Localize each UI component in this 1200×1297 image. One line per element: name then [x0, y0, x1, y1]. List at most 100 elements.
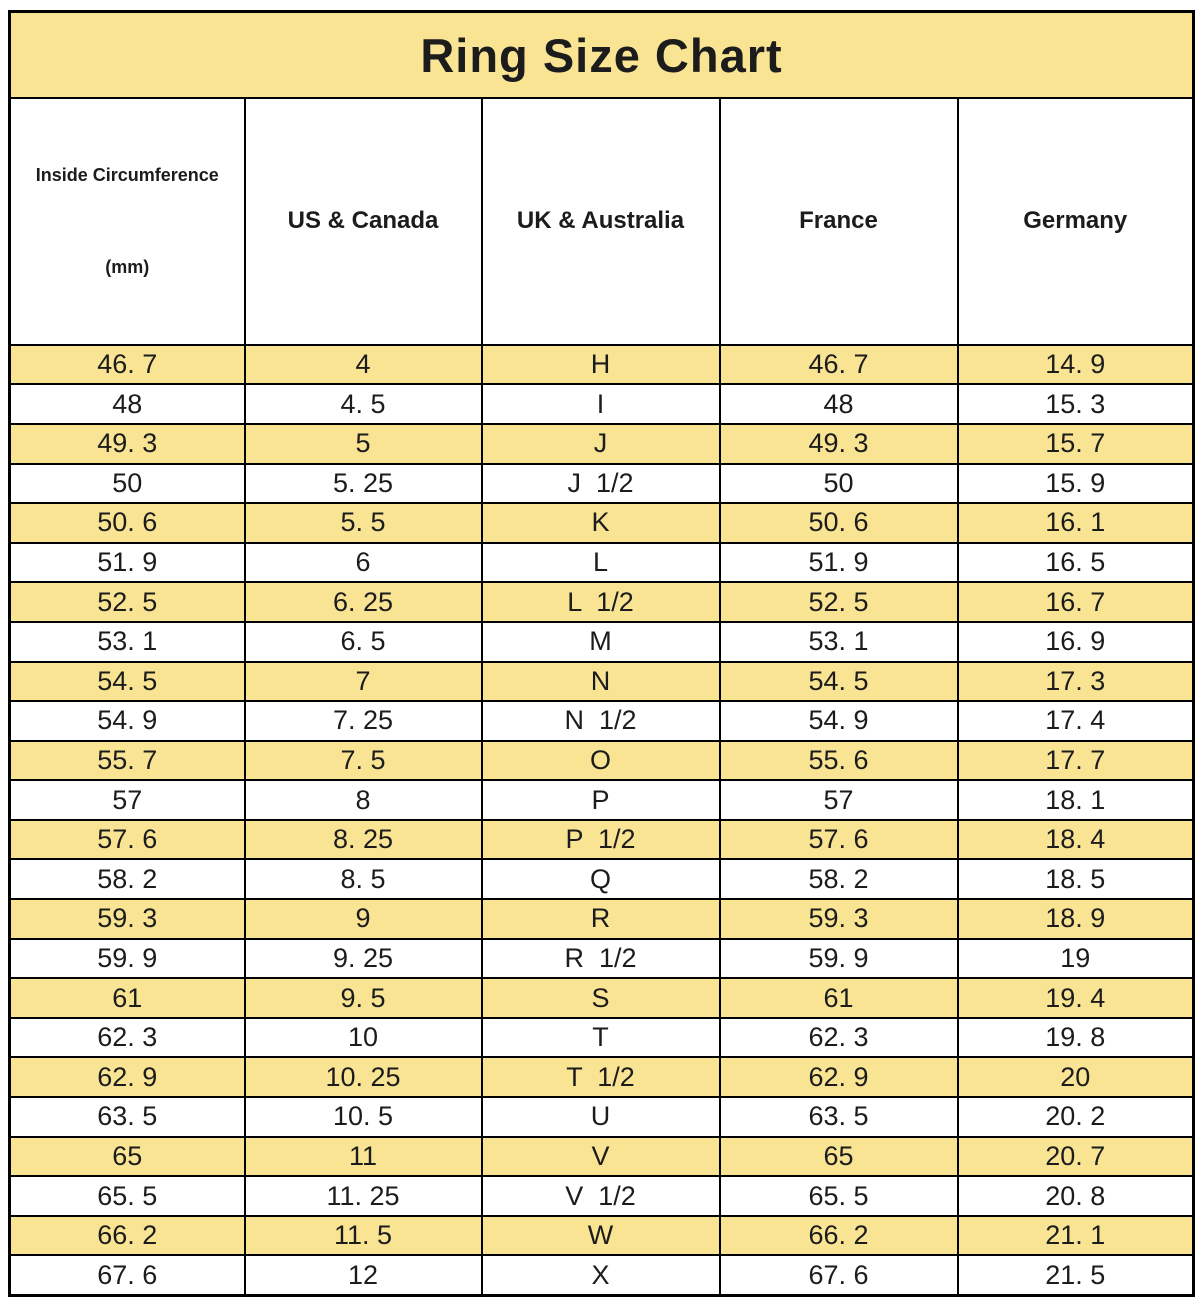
- table-row: 62. 9 10. 25 T 1/2 62. 9 20: [8, 1056, 1195, 1099]
- table-cell: 59. 9: [8, 937, 246, 980]
- table-cell: 67. 6: [8, 1254, 246, 1297]
- table-cell: 11: [243, 1135, 483, 1178]
- table-row: 54. 5 7 N 54. 5 17. 3: [8, 660, 1195, 703]
- table-cell: 62. 3: [718, 1016, 959, 1059]
- table-cell: 62. 3: [8, 1016, 246, 1059]
- column-header-france: France: [718, 97, 959, 346]
- table-cell: 5: [243, 422, 483, 465]
- table-cell: 9: [243, 898, 483, 940]
- table-row: 62. 3 10 T 62. 3 19. 8: [8, 1016, 1195, 1059]
- table-cell: 20. 2: [956, 1096, 1195, 1138]
- table-row: 55. 7 7. 5 O 55. 6 17. 7: [8, 739, 1195, 782]
- table-cell: 49. 3: [718, 422, 959, 465]
- table-cell: 55. 6: [718, 739, 959, 782]
- page-title: Ring Size Chart: [8, 10, 1195, 99]
- table-cell: 54. 9: [718, 700, 959, 742]
- table-cell: 10: [243, 1016, 483, 1059]
- table-row: 65 11 V 65 20. 7: [8, 1135, 1195, 1178]
- table-cell: 12: [243, 1254, 483, 1297]
- table-cell: 50. 6: [718, 502, 959, 544]
- table-cell: J 1/2: [480, 462, 721, 505]
- table-cell: 10. 25: [243, 1056, 483, 1099]
- table-cell: 61: [8, 977, 246, 1019]
- table-cell: 54. 5: [8, 660, 246, 703]
- table-cell: T: [480, 1016, 721, 1059]
- table-cell: X: [480, 1254, 721, 1297]
- table-cell: 20. 8: [956, 1175, 1195, 1217]
- table-cell: 18. 5: [956, 858, 1195, 901]
- table-cell: 9. 5: [243, 977, 483, 1019]
- table-row: 57 8 P 57 18. 1: [8, 779, 1195, 821]
- table-row: 51. 9 6 L 51. 9 16. 5: [8, 541, 1195, 584]
- table-cell: 16. 7: [956, 581, 1195, 623]
- table-row: 66. 2 11. 5 W 66. 2 21. 1: [8, 1214, 1195, 1257]
- table-row: 50 5. 25 J 1/2 50 15. 9: [8, 462, 1195, 505]
- table-cell: 62. 9: [718, 1056, 959, 1099]
- column-header-label: Inside Circumference: [35, 165, 219, 186]
- table-cell: 51. 9: [718, 541, 959, 584]
- table-cell: 59. 3: [718, 898, 959, 940]
- table-cell: 49. 3: [8, 422, 246, 465]
- table-cell: 11. 5: [243, 1214, 483, 1257]
- table-cell: 21. 1: [956, 1214, 1195, 1257]
- table-row: 67. 6 12 X 67. 6 21. 5: [8, 1254, 1195, 1297]
- table-cell: 9. 25: [243, 937, 483, 980]
- table-cell: 50. 6: [8, 502, 246, 544]
- table-row: 57. 6 8. 25 P 1/2 57. 6 18. 4: [8, 818, 1195, 861]
- table-cell: 18. 9: [956, 898, 1195, 940]
- table-cell: 59. 9: [718, 937, 959, 980]
- table-row: 52. 5 6. 25 L 1/2 52. 5 16. 7: [8, 581, 1195, 623]
- table-row: 54. 9 7. 25 N 1/2 54. 9 17. 4: [8, 700, 1195, 742]
- table-cell: I: [480, 383, 721, 425]
- table-cell: 63. 5: [8, 1096, 246, 1138]
- table-cell: N 1/2: [480, 700, 721, 742]
- table-cell: 15. 9: [956, 462, 1195, 505]
- table-cell: 20: [956, 1056, 1195, 1099]
- column-header-inside-circumference: Inside Circumference (mm): [8, 97, 246, 346]
- column-header-sublabel: (mm): [105, 256, 150, 277]
- table-cell: 48: [8, 383, 246, 425]
- table-row: 50. 6 5. 5 K 50. 6 16. 1: [8, 502, 1195, 544]
- table-row: 49. 3 5 J 49. 3 15. 7: [8, 422, 1195, 465]
- table-cell: P 1/2: [480, 818, 721, 861]
- table-cell: 5. 25: [243, 462, 483, 505]
- table-cell: 17. 3: [956, 660, 1195, 703]
- table-cell: 8. 25: [243, 818, 483, 861]
- table-cell: 67. 6: [718, 1254, 959, 1297]
- table-cell: 17. 7: [956, 739, 1195, 782]
- table-cell: U: [480, 1096, 721, 1138]
- table-cell: W: [480, 1214, 721, 1257]
- table-cell: 54. 5: [718, 660, 959, 703]
- table-cell: 50: [718, 462, 959, 505]
- table-cell: K: [480, 502, 721, 544]
- table-cell: N: [480, 660, 721, 703]
- table-row: 58. 2 8. 5 Q 58. 2 18. 5: [8, 858, 1195, 901]
- table-cell: 61: [718, 977, 959, 1019]
- table-cell: 66. 2: [718, 1214, 959, 1257]
- column-header-germany: Germany: [956, 97, 1195, 346]
- table-row: 46. 7 4 H 46. 7 14. 9: [8, 343, 1195, 386]
- table-cell: 16. 5: [956, 541, 1195, 584]
- table-cell: 18. 1: [956, 779, 1195, 821]
- table-row: 61 9. 5 S 61 19. 4: [8, 977, 1195, 1019]
- table-cell: 19. 8: [956, 1016, 1195, 1059]
- table-cell: 55. 7: [8, 739, 246, 782]
- table-row: 59. 3 9 R 59. 3 18. 9: [8, 898, 1195, 940]
- table-cell: V: [480, 1135, 721, 1178]
- table-cell: O: [480, 739, 721, 782]
- table-row: 63. 5 10. 5 U 63. 5 20. 2: [8, 1096, 1195, 1138]
- table-cell: 15. 7: [956, 422, 1195, 465]
- table-cell: 59. 3: [8, 898, 246, 940]
- table-cell: 62. 9: [8, 1056, 246, 1099]
- table-cell: T 1/2: [480, 1056, 721, 1099]
- table-row: 48 4. 5 I 48 15. 3: [8, 383, 1195, 425]
- table-cell: 19: [956, 937, 1195, 980]
- table-cell: 11. 25: [243, 1175, 483, 1217]
- title-row: Ring Size Chart: [8, 10, 1195, 99]
- table-cell: R 1/2: [480, 937, 721, 980]
- ring-size-chart: Ring Size Chart Inside Circumference (mm…: [8, 10, 1196, 1297]
- table-cell: 57. 6: [718, 818, 959, 861]
- table-cell: 53. 1: [718, 620, 959, 663]
- table-row: 65. 5 11. 25 V 1/2 65. 5 20. 8: [8, 1175, 1195, 1217]
- table-cell: L: [480, 541, 721, 584]
